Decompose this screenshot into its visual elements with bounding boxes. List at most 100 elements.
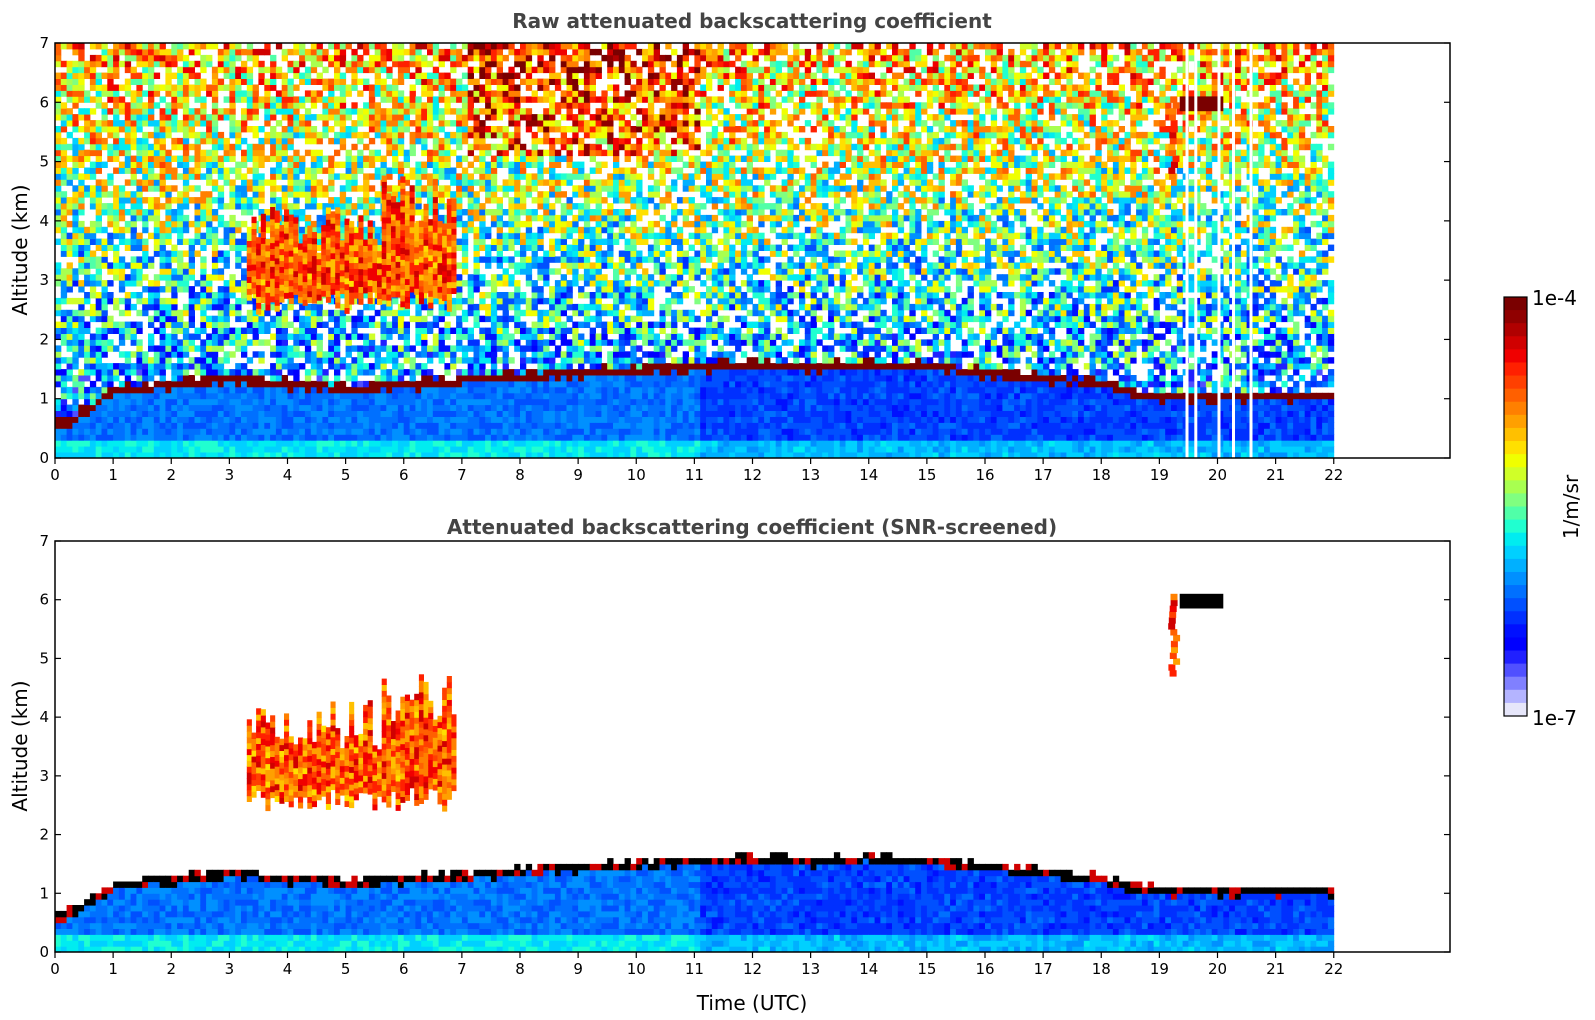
heatmap-cell (89, 351, 97, 358)
heatmap-cell (281, 339, 288, 346)
heatmap-cell (427, 161, 434, 168)
heatmap-cell (520, 149, 527, 157)
heatmap-cell (421, 43, 428, 50)
heatmap-cell (339, 416, 347, 423)
heatmap-cell (200, 197, 207, 204)
heatmap-cell (270, 203, 277, 210)
heatmap-cell (444, 96, 451, 103)
heatmap-cell (60, 226, 68, 234)
heatmap-cell (113, 345, 120, 352)
heatmap-cell (450, 380, 457, 388)
heatmap-cell (124, 380, 132, 388)
heatmap-cell (520, 209, 527, 216)
heatmap-cell (130, 386, 137, 394)
heatmap-cell (101, 54, 108, 62)
heatmap-cell (165, 434, 172, 441)
heatmap-cell (113, 440, 120, 447)
heatmap-cell (188, 446, 195, 453)
heatmap-cell (479, 244, 486, 251)
heatmap-cell (171, 446, 178, 453)
heatmap-cell (72, 321, 79, 328)
heatmap-cell (450, 309, 457, 317)
heatmap-cell (200, 173, 207, 180)
heatmap-cell (130, 351, 137, 358)
heatmap-cell (531, 345, 538, 352)
heatmap-cell (386, 392, 393, 400)
heatmap-cell (258, 60, 265, 68)
heatmap-cell (171, 268, 178, 275)
heatmap-cell (363, 303, 370, 311)
heatmap-cell (136, 404, 143, 411)
heatmap-cell (334, 48, 341, 56)
heatmap-cell (165, 268, 172, 275)
heatmap-cell (380, 84, 387, 91)
heatmap-cell (148, 173, 155, 180)
heatmap-cell (275, 333, 283, 340)
heatmap-cell (502, 244, 509, 251)
heatmap-cell (328, 339, 335, 346)
heatmap-cell (456, 90, 463, 97)
heatmap-cell (403, 452, 410, 458)
heatmap-cell (316, 428, 323, 435)
heatmap-cell (380, 410, 387, 417)
heatmap-cell (357, 434, 364, 441)
heatmap-cell (380, 428, 387, 435)
heatmap-cell (456, 422, 463, 429)
heatmap-cell (206, 155, 213, 162)
heatmap-cell (270, 369, 277, 376)
heatmap-cell (421, 333, 428, 340)
heatmap-cell (490, 143, 498, 151)
heatmap-cell (461, 327, 469, 334)
heatmap-cell (223, 226, 230, 234)
heatmap-cell (490, 404, 498, 411)
heatmap-cell (217, 185, 225, 192)
heatmap-cell (490, 339, 498, 346)
heatmap-cell (159, 297, 166, 305)
heatmap-cell (200, 78, 207, 85)
heatmap-cell (223, 416, 230, 423)
heatmap-cell (456, 434, 463, 441)
heatmap-cell (502, 369, 509, 376)
heatmap-cell (95, 131, 102, 139)
heatmap-cell (165, 315, 172, 323)
heatmap-cell (485, 226, 492, 234)
heatmap-cell (490, 197, 498, 204)
heatmap-cell (142, 43, 149, 50)
heatmap-cell (496, 126, 503, 133)
heatmap-cell (177, 416, 184, 423)
heatmap-cell (211, 422, 219, 429)
heatmap-cell (339, 309, 347, 317)
heatmap-cell (479, 167, 486, 174)
heatmap-cell (310, 309, 318, 317)
heatmap-cell (310, 114, 318, 121)
heatmap-cell (200, 363, 207, 370)
heatmap-cell (171, 120, 178, 127)
heatmap-cell (304, 434, 312, 441)
heatmap-cell (316, 54, 323, 62)
heatmap-cell (368, 96, 376, 103)
heatmap-cell (363, 48, 370, 56)
heatmap-cell (304, 446, 312, 453)
heatmap-cell (392, 452, 399, 458)
heatmap-cell (543, 66, 550, 74)
heatmap-cell (84, 297, 91, 305)
heatmap-cell (403, 327, 410, 334)
heatmap-cell (270, 410, 277, 417)
heatmap-cell (514, 96, 521, 103)
heatmap-cell (432, 375, 440, 382)
heatmap-cell (159, 143, 166, 151)
heatmap-cell (368, 392, 376, 400)
heatmap-cell (177, 398, 184, 406)
heatmap-cell (427, 345, 434, 352)
heatmap-cell (456, 238, 463, 245)
heatmap-cell (392, 351, 399, 358)
heatmap-cell (549, 137, 556, 145)
heatmap-cell (456, 303, 463, 311)
heatmap-cell (351, 315, 358, 323)
heatmap-cell (299, 209, 306, 216)
heatmap-cell (177, 155, 184, 162)
heatmap-cell (508, 428, 515, 435)
heatmap-cell (258, 126, 265, 133)
heatmap-cell (339, 173, 347, 180)
heatmap-cell (78, 262, 85, 269)
